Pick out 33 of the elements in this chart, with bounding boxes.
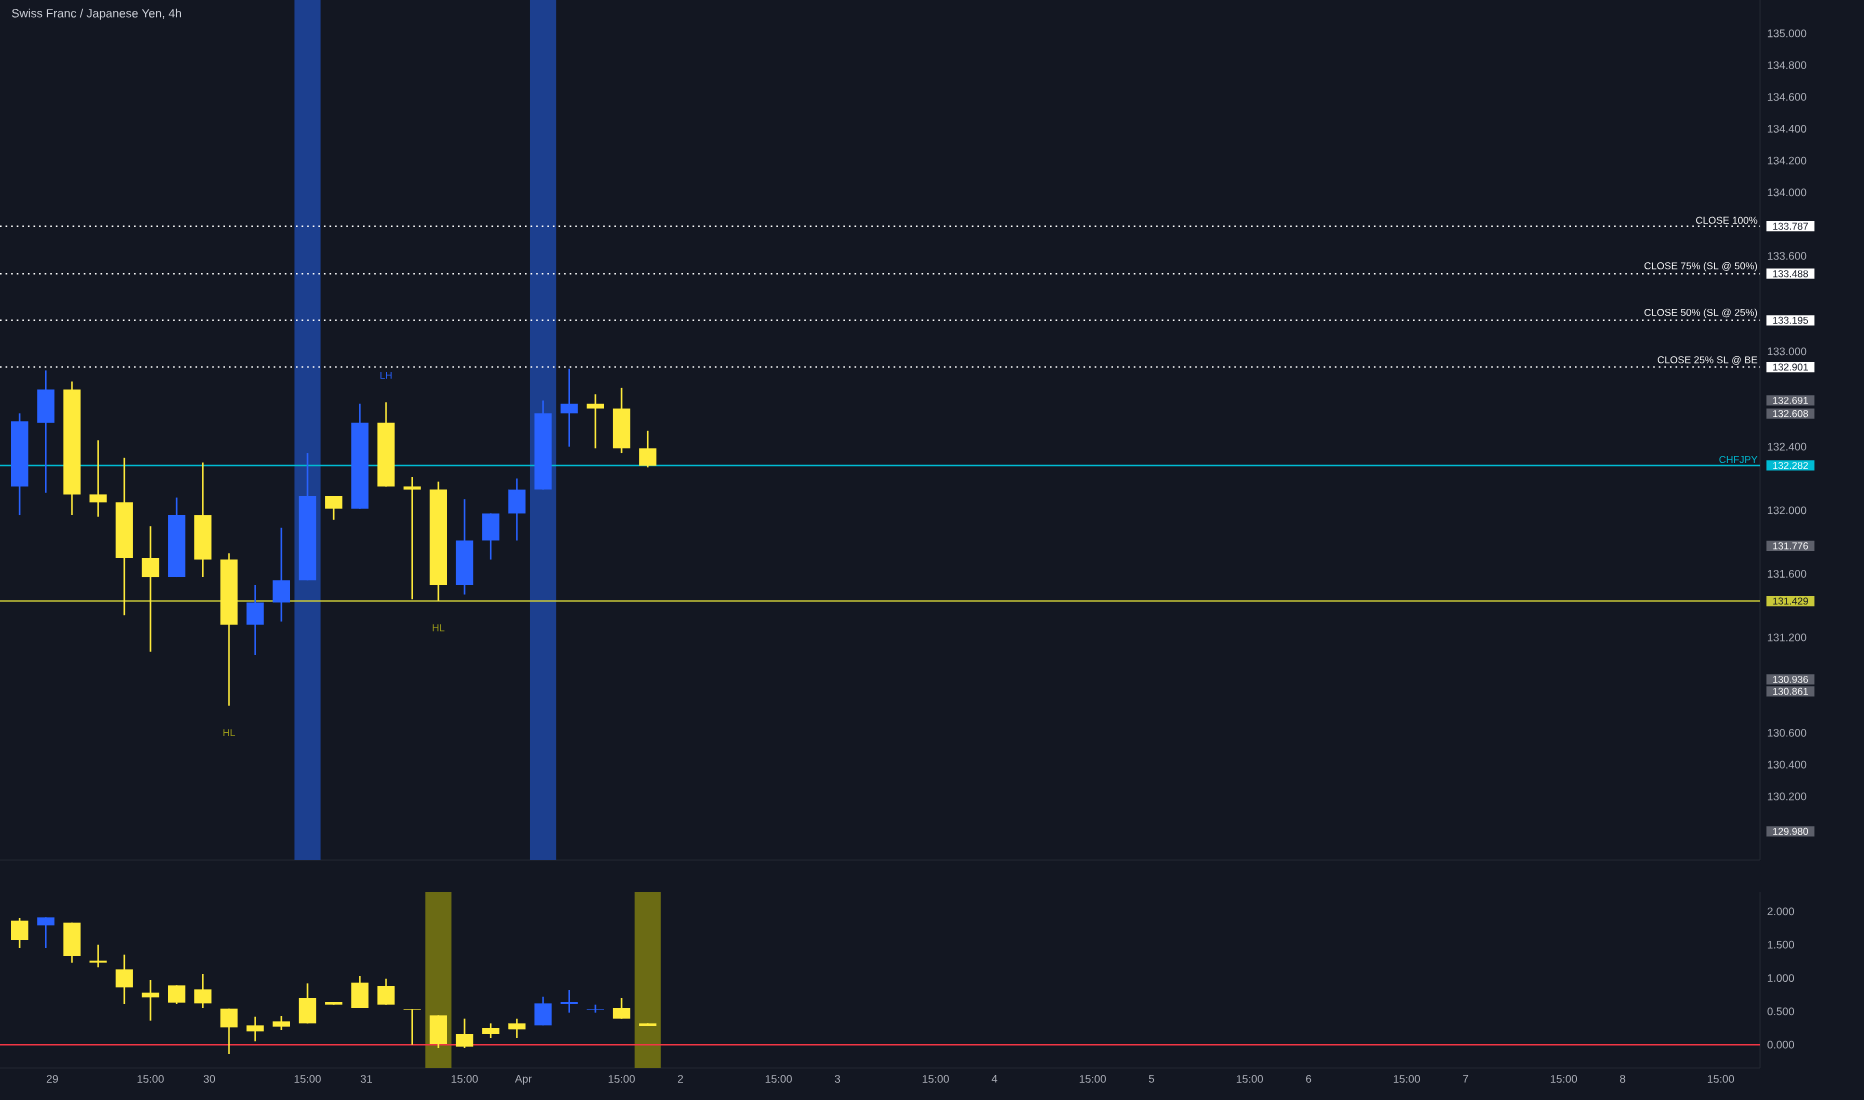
candlestick	[455, 498, 474, 596]
candlestick	[586, 393, 605, 450]
candlestick	[482, 512, 500, 561]
candlestick	[298, 982, 317, 1025]
candlestick	[403, 476, 421, 601]
candlestick	[272, 526, 290, 623]
candlestick	[10, 917, 29, 949]
candlestick	[246, 584, 264, 656]
candlestick	[639, 430, 657, 469]
candlestick	[89, 439, 107, 518]
candlestick	[534, 995, 552, 1027]
candlestick	[89, 943, 107, 969]
candlestick	[220, 1007, 238, 1055]
candlestick	[246, 1015, 264, 1043]
candlestick	[194, 973, 212, 1009]
candlestick	[37, 369, 55, 494]
candlestick	[168, 984, 186, 1005]
candlestick	[403, 1008, 421, 1046]
candlestick	[560, 368, 578, 448]
candlestick	[429, 1014, 448, 1049]
candlestick	[63, 921, 81, 964]
candlestick	[115, 953, 133, 1005]
candlestick	[560, 989, 578, 1014]
candlestick	[508, 1017, 526, 1039]
candlestick	[141, 525, 160, 653]
candlestick	[351, 975, 369, 1009]
candlestick	[377, 977, 395, 1006]
candlestick	[508, 477, 526, 542]
candlestick	[612, 997, 631, 1020]
candlestick	[612, 387, 631, 454]
candlestick	[37, 916, 55, 949]
candlestick	[194, 461, 212, 578]
candlestick	[455, 1017, 474, 1049]
